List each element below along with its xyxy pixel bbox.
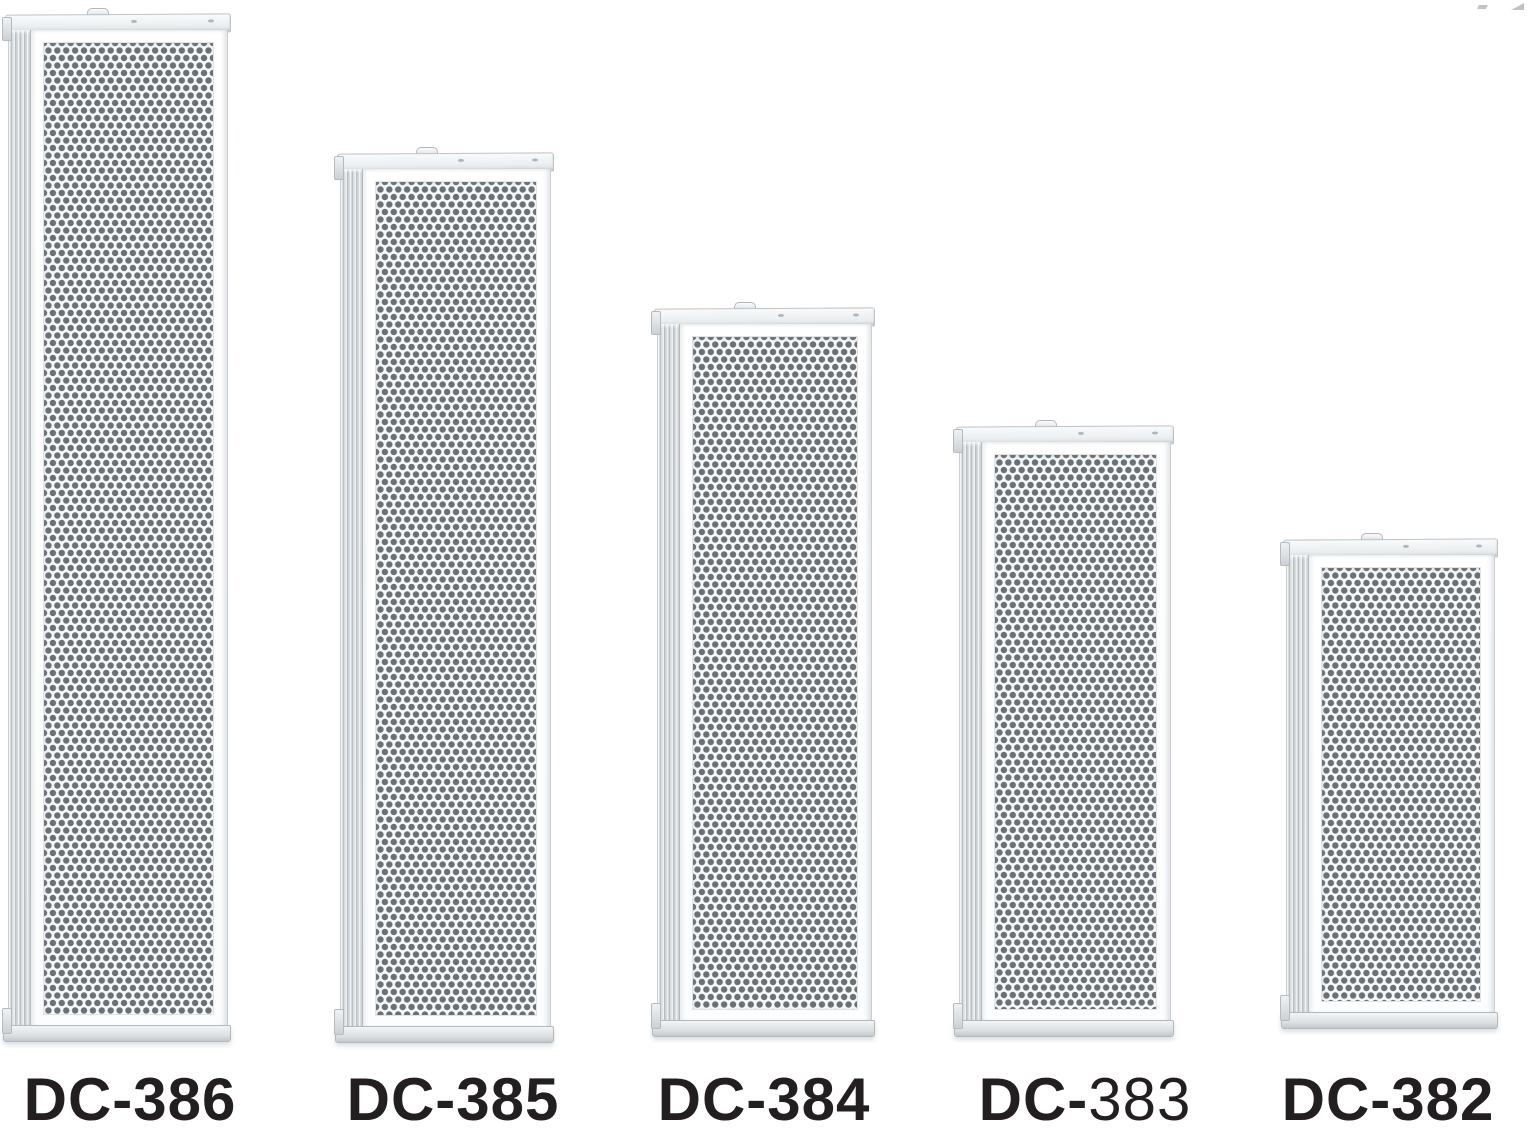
model-label-dc-382: DC-382: [1258, 1068, 1518, 1132]
front-frame: [982, 442, 1170, 1023]
front-frame: [31, 30, 227, 1028]
model-number: 383: [1088, 1066, 1192, 1133]
bottom-base: [1281, 1012, 1498, 1029]
bottom-base: [652, 1020, 875, 1037]
model-label-dc-386: DC-386: [0, 1068, 260, 1132]
front-frame: [1309, 555, 1494, 1015]
model-number: 382: [1391, 1066, 1495, 1133]
speaker-dc-386: [2, 8, 231, 1042]
cabinet-body: [959, 442, 1171, 1024]
cabinet-body: [1286, 555, 1495, 1016]
front-frame: [680, 324, 871, 1023]
cabinet-body: [340, 169, 551, 1030]
side-rail: [658, 324, 680, 1023]
model-prefix: DC-: [978, 1066, 1089, 1133]
model-prefix: DC-: [1281, 1066, 1392, 1133]
bottom-base: [3, 1025, 231, 1042]
perforated-grille: [1321, 567, 1481, 1002]
side-rail: [1287, 555, 1309, 1015]
bottom-base: [335, 1026, 554, 1043]
front-frame: [363, 169, 550, 1029]
model-label-dc-385: DC-385: [323, 1068, 583, 1132]
speaker-dc-385: [334, 147, 554, 1043]
model-number: 385: [456, 1066, 560, 1133]
perforated-grille: [994, 454, 1157, 1010]
model-prefix: DC-: [346, 1066, 457, 1133]
corner-artifact: [1477, 3, 1524, 11]
cabinet-body: [657, 324, 872, 1024]
perforated-grille: [692, 336, 858, 1010]
side-rail: [9, 30, 31, 1028]
model-label-dc-383: DC-383: [955, 1068, 1215, 1132]
model-number: 386: [133, 1066, 237, 1133]
model-prefix: DC-: [23, 1066, 134, 1133]
side-rail: [341, 169, 363, 1029]
side-rail: [960, 442, 982, 1023]
speaker-dc-382: [1280, 533, 1498, 1029]
speaker-dc-384: [651, 302, 875, 1037]
bottom-base: [954, 1020, 1174, 1037]
speaker-dc-383: [953, 420, 1174, 1037]
model-prefix: DC-: [657, 1066, 768, 1133]
perforated-grille: [43, 42, 214, 1015]
cabinet-body: [8, 30, 228, 1029]
perforated-grille: [375, 181, 537, 1016]
model-number: 384: [767, 1066, 871, 1133]
model-label-dc-384: DC-384: [634, 1068, 894, 1132]
